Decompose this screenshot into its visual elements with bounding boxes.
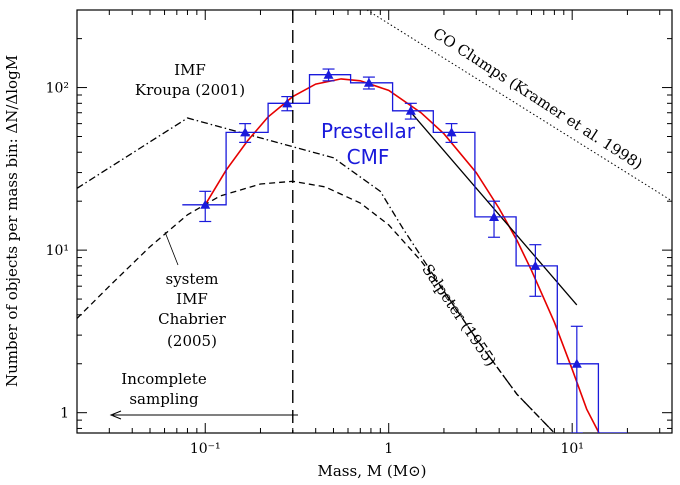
x-tick-label: 10¹ bbox=[560, 441, 583, 457]
cmf-point bbox=[570, 325, 583, 433]
power-law-fit-line bbox=[409, 110, 578, 306]
x-axis-title: Mass, M (M⊙) bbox=[318, 462, 427, 480]
co-clumps-label: CO Clumps (Kramer et al. 1998) bbox=[430, 24, 646, 173]
cmf-label: CMF bbox=[347, 145, 390, 169]
co-clumps-dotted-line bbox=[366, 9, 673, 202]
cmf-point bbox=[445, 123, 458, 143]
cmf-point bbox=[529, 244, 542, 297]
chabrier-label-line1: system bbox=[166, 270, 219, 288]
cmf-point bbox=[488, 200, 501, 238]
cmf-point bbox=[404, 102, 417, 120]
kroupa-label-line1: IMF bbox=[174, 61, 206, 79]
triangle-marker bbox=[530, 260, 541, 270]
triangle-marker bbox=[363, 77, 374, 87]
plot-frame bbox=[76, 9, 673, 434]
y-tick-label: 1 bbox=[60, 406, 69, 422]
triangle-marker bbox=[571, 358, 582, 368]
incomplete-label-line1: Incomplete bbox=[121, 370, 207, 388]
x-tick-label: 10⁻¹ bbox=[190, 441, 221, 457]
incomplete-arrow bbox=[109, 410, 298, 420]
chabrier-pointer-line bbox=[164, 231, 179, 266]
triangle-marker bbox=[489, 211, 500, 221]
triangle-marker bbox=[240, 127, 251, 137]
chabrier-label-line4: (2005) bbox=[167, 332, 217, 350]
salpeter-label: Salpeter (1955) bbox=[418, 261, 500, 370]
triangle-marker bbox=[200, 199, 211, 209]
cmf-data-points bbox=[199, 68, 583, 433]
chabrier-label-line2: IMF bbox=[176, 290, 208, 308]
prestellar-label: Prestellar bbox=[321, 119, 416, 143]
triangle-marker bbox=[446, 127, 457, 137]
y-tick-label: 10¹ bbox=[46, 243, 69, 259]
y-axis-title: Number of objects per mass bin: ΔN/ΔlogM bbox=[3, 55, 21, 387]
tick-labels: 10⁻¹ 1 10¹ 1 10¹ 10² bbox=[46, 81, 584, 457]
chabrier-label-line3: Chabrier bbox=[158, 310, 227, 328]
cmf-point bbox=[239, 123, 252, 143]
incomplete-label-line2: sampling bbox=[129, 390, 199, 408]
triangle-marker bbox=[323, 69, 334, 79]
chabrier-imf-line bbox=[77, 180, 555, 433]
triangle-marker bbox=[405, 105, 416, 115]
x-tick-label: 1 bbox=[384, 441, 393, 457]
y-tick-label: 10² bbox=[46, 81, 69, 97]
cmf-point bbox=[199, 190, 212, 223]
cmf-point bbox=[362, 76, 375, 90]
cmf-point bbox=[322, 68, 335, 82]
triangle-marker bbox=[282, 98, 293, 108]
kroupa-label-line2: Kroupa (2001) bbox=[135, 81, 245, 99]
cmf-point bbox=[281, 95, 294, 112]
